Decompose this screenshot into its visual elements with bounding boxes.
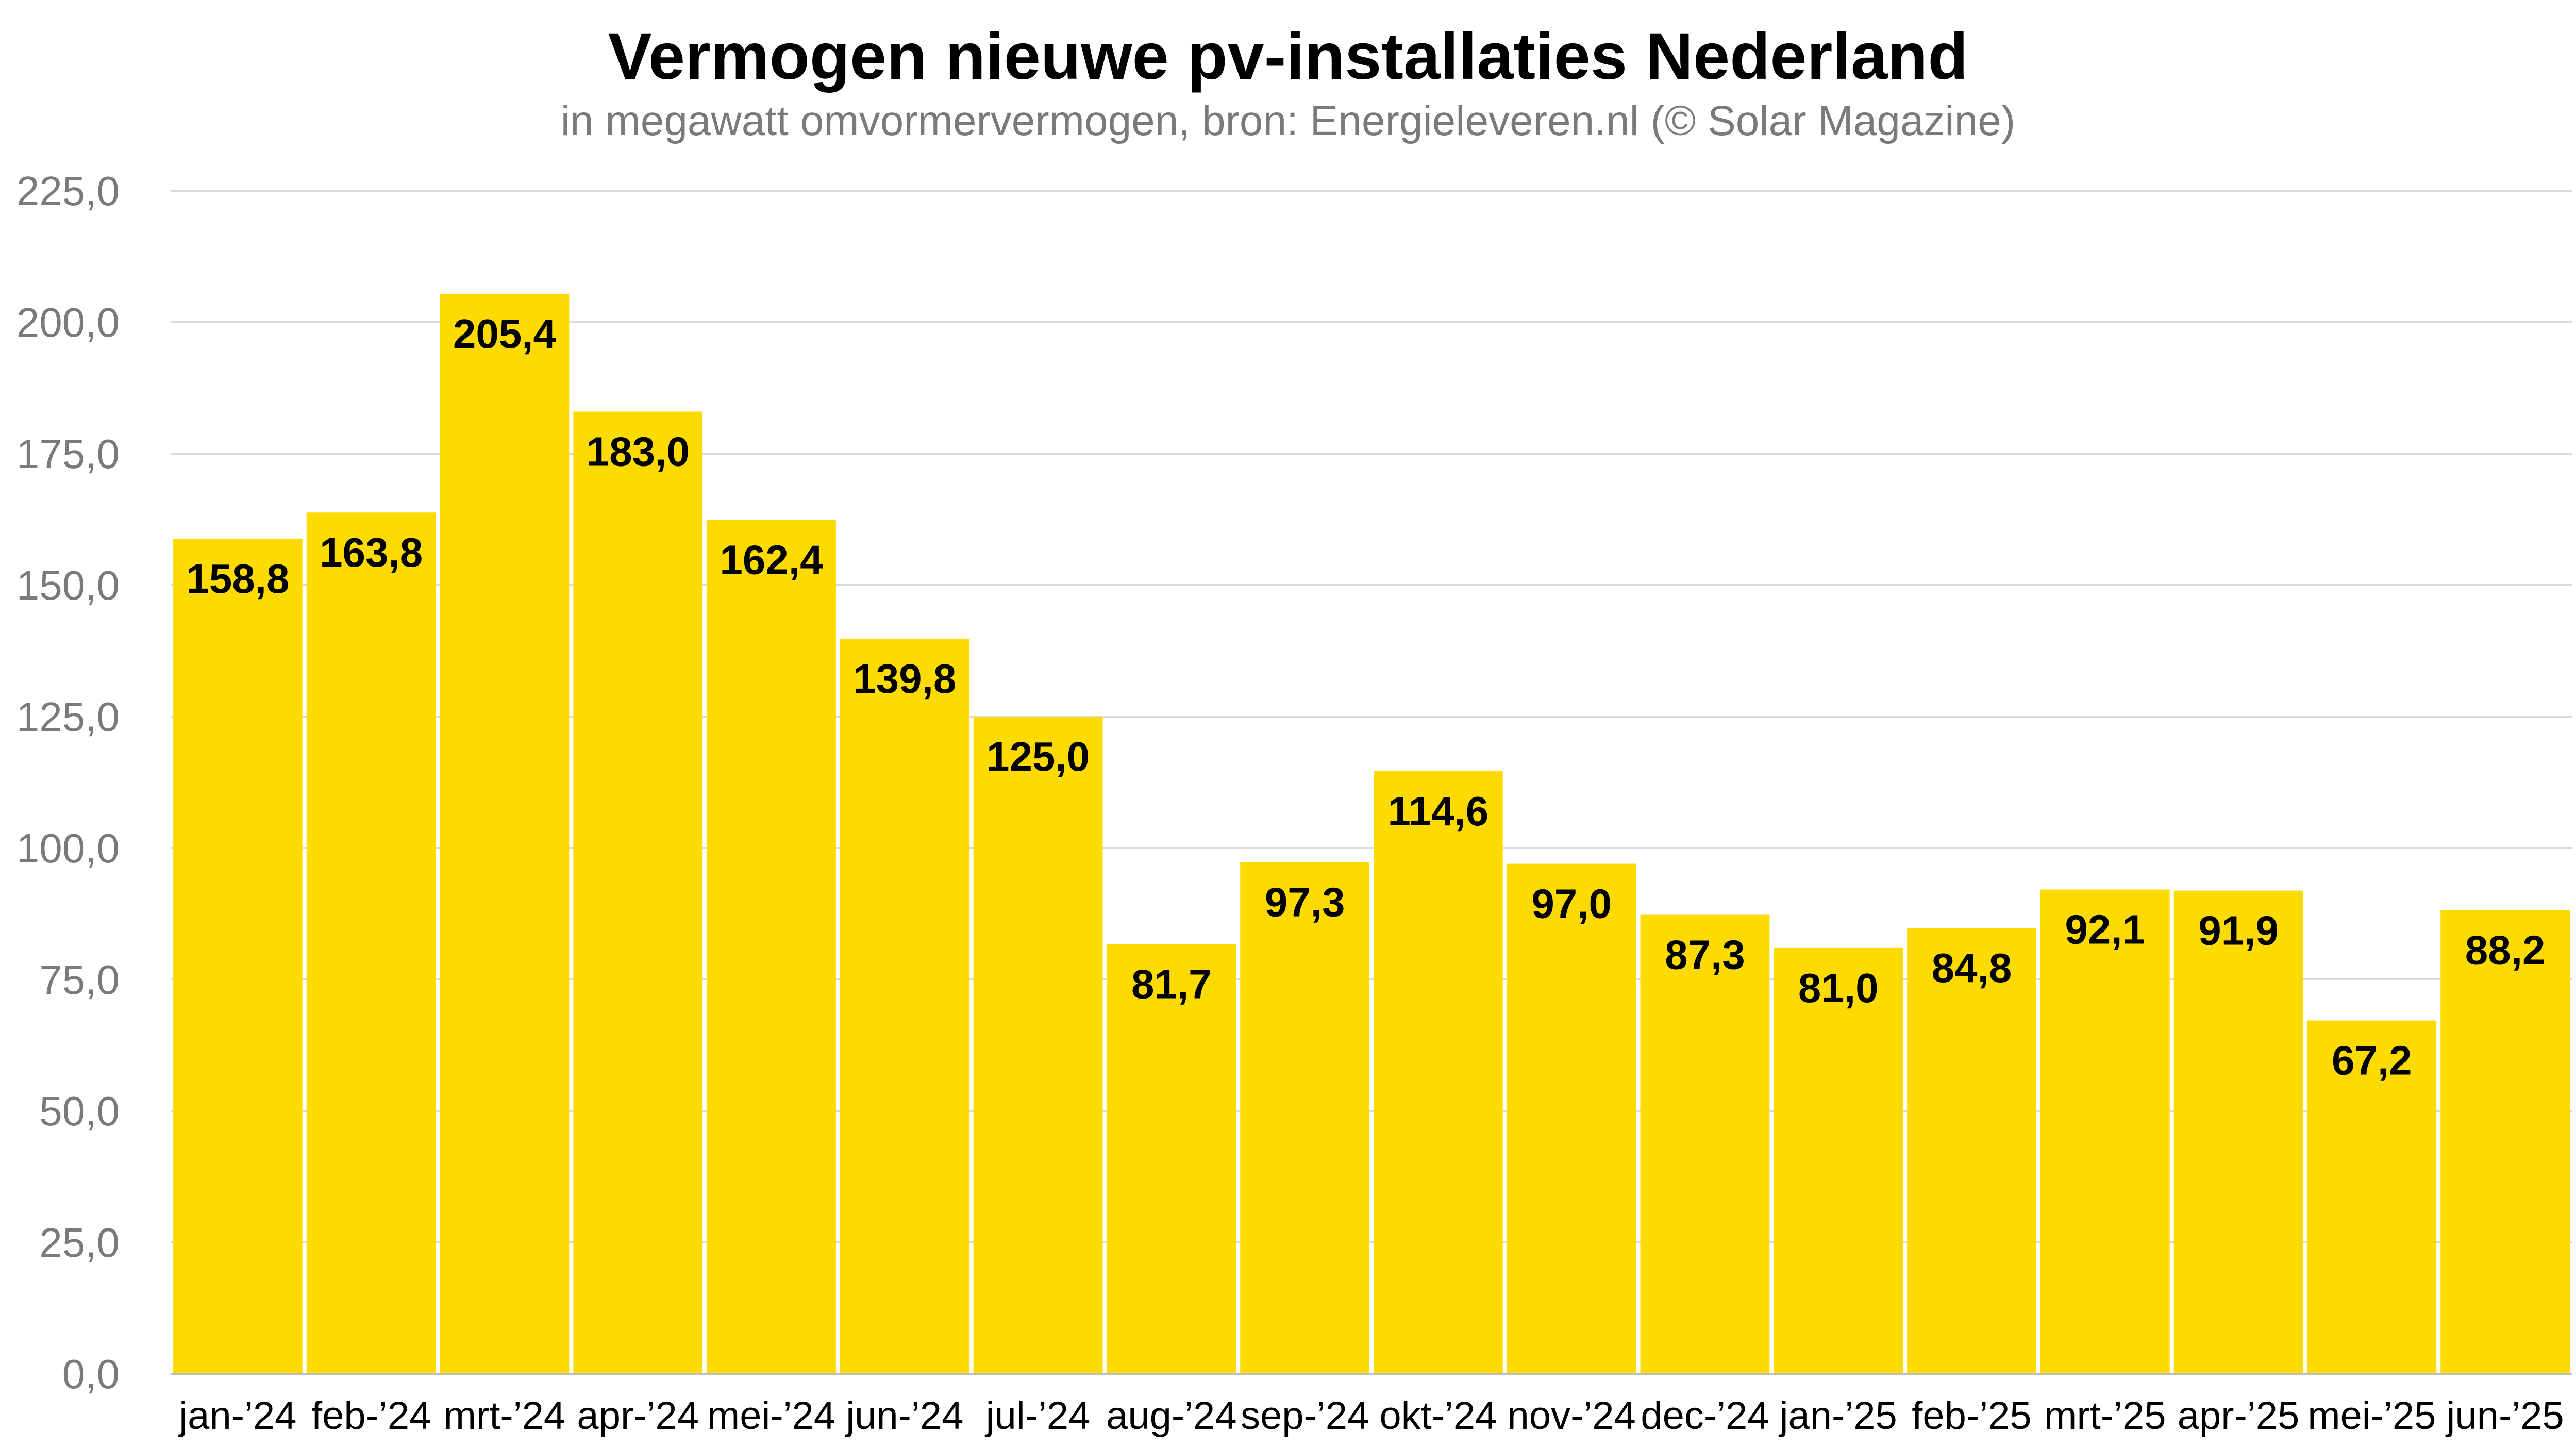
x-axis: jan-’24 feb-’24 mrt-’24 apr-’24 mei-’24 jun-’… [171, 1373, 2572, 1438]
bar [1640, 914, 1770, 1374]
x-tick-label: feb-’25 [1912, 1394, 2031, 1438]
x-tick-label: mei-’25 [2307, 1394, 2436, 1438]
data-label: 87,3 [1665, 932, 1745, 978]
data-label: 91,9 [2198, 908, 2279, 954]
y-tick-label: 0,0 [62, 1351, 120, 1397]
x-tick-label: nov-’24 [1508, 1394, 1636, 1438]
y-tick-label: 50,0 [39, 1088, 120, 1134]
data-label: 92,1 [2065, 907, 2145, 953]
gridlines [171, 190, 2572, 1243]
data-label: 97,0 [1531, 881, 1612, 927]
x-tick-label: aug-’24 [1106, 1394, 1237, 1438]
y-tick-label: 175,0 [16, 431, 120, 477]
data-label: 97,3 [1265, 879, 1345, 925]
x-tick-label: feb-’24 [311, 1394, 431, 1438]
bar [2440, 910, 2570, 1374]
bar [1774, 947, 1903, 1374]
y-tick-label: 25,0 [39, 1220, 120, 1266]
bars [173, 293, 2570, 1374]
bar [2307, 1020, 2437, 1374]
bar [440, 293, 570, 1374]
x-tick-label: apr-’25 [2178, 1394, 2300, 1438]
bar [573, 411, 703, 1374]
x-tick-label: jun-’24 [845, 1394, 963, 1438]
x-tick-label: jan-’24 [178, 1394, 296, 1438]
x-tick-label: jan-’25 [1779, 1394, 1897, 1438]
x-tick-label: apr-’24 [577, 1394, 699, 1438]
y-tick-label: 75,0 [39, 957, 120, 1003]
bar [2173, 890, 2303, 1374]
bar [1240, 862, 1369, 1374]
data-label: 125,0 [986, 734, 1090, 779]
data-label: 158,8 [186, 556, 289, 602]
bar [306, 512, 436, 1374]
data-label: 163,8 [320, 529, 423, 575]
x-tick-label: dec-’24 [1641, 1394, 1769, 1438]
bar [1107, 944, 1236, 1374]
data-label: 114,6 [1387, 788, 1488, 834]
data-label: 81,7 [1131, 961, 1212, 1007]
chart-subtitle: in megawatt omvormervermogen, bron: Ener… [560, 97, 2016, 144]
x-tick-label: mrt-’24 [444, 1394, 565, 1438]
y-tick-label: 125,0 [16, 694, 120, 740]
data-label: 88,2 [2465, 927, 2546, 973]
y-tick-label: 200,0 [16, 300, 120, 345]
chart-title: Vermogen nieuwe pv-installaties Nederlan… [608, 20, 1968, 93]
x-tick-label: jul-’24 [985, 1394, 1091, 1438]
data-labels: 158,8 163,8 205,4 183,0 162,4 139,8 125,0 81,7 9… [186, 311, 2545, 1084]
data-label: 139,8 [853, 656, 956, 702]
x-tick-label: sep-’24 [1241, 1394, 1369, 1438]
bar [1507, 863, 1636, 1374]
bar [707, 520, 836, 1374]
bar [1907, 928, 2036, 1374]
x-tick-label: mei-’24 [707, 1394, 835, 1438]
x-tick-label: mrt-’25 [2044, 1394, 2166, 1438]
y-tick-label: 100,0 [16, 825, 120, 871]
bar [1374, 771, 1503, 1374]
y-tick-label: 150,0 [16, 562, 120, 608]
y-axis: 0,0 25,0 50,0 75,0 100,0 125,0 150,0 175,0 200,0… [16, 168, 120, 1397]
y-tick-label: 225,0 [16, 168, 120, 214]
x-tick-label: jun-’25 [2446, 1394, 2564, 1438]
data-label: 81,0 [1798, 965, 1879, 1011]
bar [973, 717, 1103, 1374]
data-label: 183,0 [587, 428, 690, 474]
bar [2040, 889, 2170, 1374]
bar [840, 639, 969, 1374]
bar [173, 539, 303, 1374]
data-label: 67,2 [2332, 1038, 2412, 1084]
data-label: 205,4 [453, 311, 557, 357]
data-label: 162,4 [720, 537, 823, 583]
x-tick-label: okt-’24 [1379, 1394, 1497, 1438]
data-label: 84,8 [1932, 945, 2012, 991]
